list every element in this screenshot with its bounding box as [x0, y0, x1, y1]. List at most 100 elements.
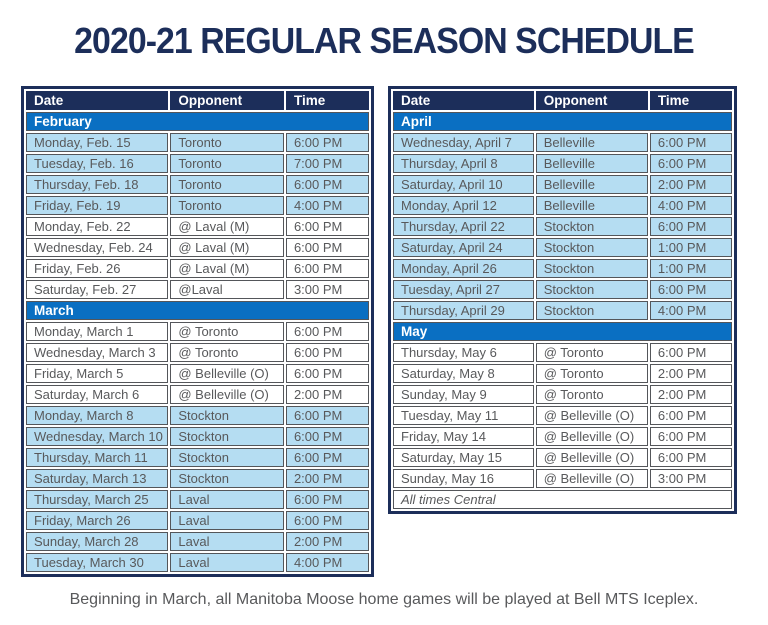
game-opponent: Stockton [170, 406, 284, 425]
column-header-time: Time [649, 91, 732, 110]
game-opponent: Laval [170, 511, 284, 530]
game-time: 3:00 PM [285, 280, 369, 299]
game-opponent: Stockton [170, 448, 284, 467]
game-row: Saturday, May 15 @ Belleville (O) 6:00 PM [393, 448, 732, 467]
game-opponent: @ Belleville (O) [170, 364, 284, 383]
game-row: Tuesday, April 27 Stockton 6:00 PM [393, 280, 732, 299]
game-time: 6:00 PM [649, 343, 732, 362]
game-date: Saturday, March 13 [26, 469, 169, 488]
game-time: 4:00 PM [649, 301, 732, 320]
game-opponent: Toronto [170, 133, 284, 152]
game-time: 6:00 PM [285, 133, 369, 152]
game-opponent: @ Toronto [535, 385, 648, 404]
month-row: May [393, 322, 732, 341]
game-time: 6:00 PM [285, 217, 369, 236]
game-row: Friday, May 14 @ Belleville (O) 6:00 PM [393, 427, 732, 446]
game-time: 3:00 PM [649, 469, 732, 488]
page-title: 2020-21 REGULAR SEASON SCHEDULE [74, 20, 695, 61]
column-header-opponent: Opponent [535, 91, 648, 110]
column-header-opponent: Opponent [170, 91, 284, 110]
game-opponent: @ Laval (M) [170, 259, 284, 278]
game-row: Monday, April 26 Stockton 1:00 PM [393, 259, 732, 278]
game-time: 6:00 PM [285, 490, 369, 509]
game-row: Saturday, April 24 Stockton 1:00 PM [393, 238, 732, 257]
game-row: Monday, April 12 Belleville 4:00 PM [393, 196, 732, 215]
game-date: Thursday, March 11 [26, 448, 169, 467]
month-label-march: March [26, 301, 369, 320]
game-opponent: Laval [170, 553, 284, 572]
game-row: Thursday, April 8 Belleville 6:00 PM [393, 154, 732, 173]
game-row: Thursday, March 11 Stockton 6:00 PM [26, 448, 369, 467]
game-row: Friday, March 5 @ Belleville (O) 6:00 PM [26, 364, 369, 383]
game-row: Tuesday, March 30 Laval 4:00 PM [26, 553, 369, 572]
game-opponent: @ Belleville (O) [535, 448, 648, 467]
game-date: Tuesday, April 27 [393, 280, 534, 299]
game-time: 2:00 PM [285, 385, 369, 404]
game-opponent: Stockton [170, 469, 284, 488]
game-opponent: Belleville [535, 154, 648, 173]
game-opponent: Belleville [535, 133, 648, 152]
game-date: Wednesday, April 7 [393, 133, 534, 152]
game-date: Monday, Feb. 15 [26, 133, 169, 152]
game-row: Saturday, April 10 Belleville 2:00 PM [393, 175, 732, 194]
game-time: 4:00 PM [649, 196, 732, 215]
game-opponent: @ Laval (M) [170, 217, 284, 236]
game-time: 6:00 PM [285, 511, 369, 530]
table-body: April Wednesday, April 7 Belleville 6:00 PM… [393, 112, 732, 509]
game-date: Saturday, March 6 [26, 385, 169, 404]
game-date: Saturday, Feb. 27 [26, 280, 169, 299]
game-date: Monday, Feb. 22 [26, 217, 169, 236]
game-date: Monday, March 8 [26, 406, 169, 425]
column-header-row: Date Opponent Time [393, 91, 732, 110]
schedule-table: Date Opponent Time February Monday, Feb. 15… [24, 89, 371, 574]
game-opponent: @ Toronto [535, 343, 648, 362]
game-opponent: @ Toronto [170, 343, 284, 362]
game-opponent: Laval [170, 490, 284, 509]
game-time: 6:00 PM [649, 406, 732, 425]
game-time: 6:00 PM [285, 406, 369, 425]
table-body: February Monday, Feb. 15 Toronto 6:00 PM Tue… [26, 112, 369, 572]
game-date: Saturday, May 15 [393, 448, 534, 467]
game-row: Monday, March 1 @ Toronto 6:00 PM [26, 322, 369, 341]
column-header-date: Date [393, 91, 534, 110]
game-time: 6:00 PM [285, 448, 369, 467]
game-row: Saturday, Feb. 27 @Laval 3:00 PM [26, 280, 369, 299]
game-opponent: @ Toronto [535, 364, 648, 383]
game-time: 6:00 PM [285, 343, 369, 362]
game-time: 2:00 PM [285, 469, 369, 488]
game-date: Sunday, May 9 [393, 385, 534, 404]
game-opponent: Belleville [535, 175, 648, 194]
game-time: 6:00 PM [649, 154, 732, 173]
game-date: Saturday, May 8 [393, 364, 534, 383]
game-date: Friday, March 5 [26, 364, 169, 383]
column-header-time: Time [285, 91, 369, 110]
game-opponent: @ Belleville (O) [535, 427, 648, 446]
game-date: Thursday, March 25 [26, 490, 169, 509]
footer-note: Beginning in March, all Manitoba Moose h… [69, 591, 699, 608]
game-time: 6:00 PM [649, 427, 732, 446]
game-row: Sunday, May 16 @ Belleville (O) 3:00 PM [393, 469, 732, 488]
game-opponent: Toronto [170, 154, 284, 173]
game-date: Wednesday, Feb. 24 [26, 238, 169, 257]
game-date: Sunday, March 28 [26, 532, 169, 551]
game-opponent: Toronto [170, 175, 284, 194]
game-date: Monday, March 1 [26, 322, 169, 341]
table-header: Date Opponent Time [26, 91, 369, 110]
game-row: Tuesday, May 11 @ Belleville (O) 6:00 PM [393, 406, 732, 425]
month-row: April [393, 112, 732, 131]
schedule-table-february-march: Date Opponent Time February Monday, Feb. 15… [21, 86, 374, 577]
month-row: March [26, 301, 369, 320]
game-time: 6:00 PM [649, 133, 732, 152]
game-opponent: Stockton [535, 238, 648, 257]
game-opponent: Stockton [535, 280, 648, 299]
game-time: 1:00 PM [649, 238, 732, 257]
game-date: Friday, May 14 [393, 427, 534, 446]
game-row: Thursday, March 25 Laval 6:00 PM [26, 490, 369, 509]
game-time: 1:00 PM [649, 259, 732, 278]
game-opponent: @ Belleville (O) [535, 469, 648, 488]
note-row: All times Central [393, 490, 732, 509]
timezone-note: All times Central [393, 490, 732, 509]
game-row: Saturday, March 6 @ Belleville (O) 2:00 PM [26, 385, 369, 404]
game-date: Wednesday, March 10 [26, 427, 169, 446]
game-row: Wednesday, March 10 Stockton 6:00 PM [26, 427, 369, 446]
